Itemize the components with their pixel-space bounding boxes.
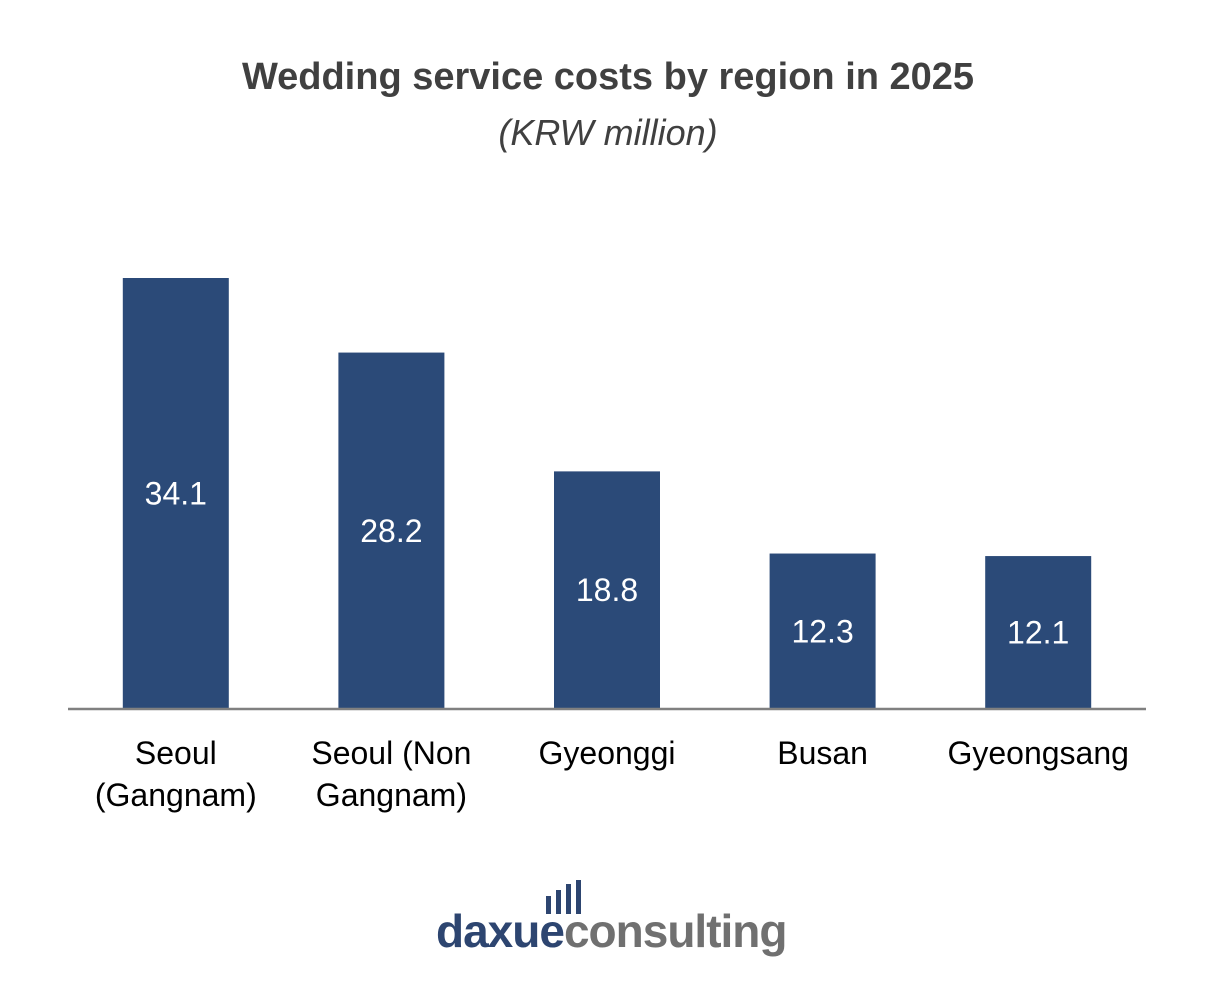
bar-3: [769, 553, 876, 709]
bar-value-label-2: 18.8: [576, 572, 638, 608]
logo-text-consulting: consulting: [563, 905, 788, 957]
bar-value-label-4: 12.1: [1007, 615, 1069, 651]
category-label-0: Seoul (Gangnam): [95, 735, 257, 813]
category-label-3: Busan: [777, 735, 868, 771]
category-label-4: Gyeongsang: [947, 735, 1128, 771]
daxue-consulting-logo: daxueconsulting: [436, 880, 788, 960]
chart-subtitle: (KRW million): [498, 112, 718, 153]
bar-value-label-3: 12.3: [791, 613, 853, 649]
category-label-2: Gyeonggi: [539, 735, 676, 771]
bar-chart-icon: [546, 880, 581, 914]
logo-text-daxue: daxue: [436, 905, 565, 957]
bar-4: [985, 556, 1092, 709]
bar-value-label-1: 28.2: [360, 513, 422, 549]
chart-title: Wedding service costs by region in 2025: [241, 56, 975, 98]
bar-1: [338, 352, 445, 709]
bar-2: [554, 471, 660, 709]
bar-value-label-0: 34.1: [145, 476, 207, 512]
bar-chart: 34.1 Seoul (Gangnam) 28.2 Seoul (Non Gangnam)…: [68, 278, 1146, 813]
category-label-1: Seoul (Non Gangnam): [311, 735, 471, 813]
bar-0: [122, 278, 229, 709]
